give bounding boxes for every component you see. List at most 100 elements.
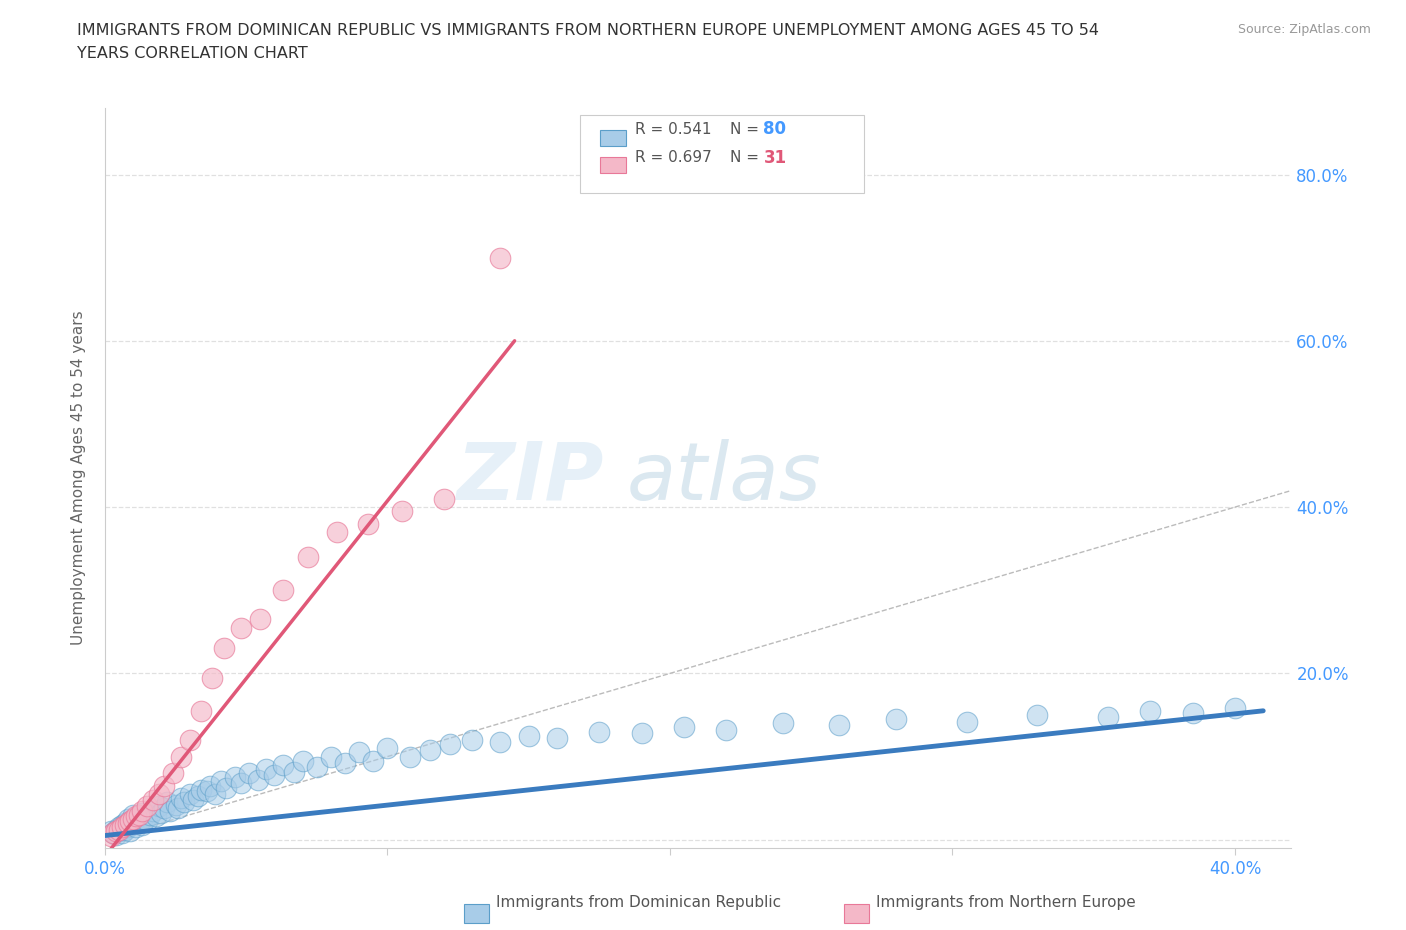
Point — [117, 816, 139, 830]
Point — [156, 795, 179, 810]
Point — [122, 814, 145, 829]
Point — [187, 789, 209, 804]
Point — [333, 756, 356, 771]
Point — [439, 737, 461, 751]
Point — [100, 824, 122, 839]
Point — [673, 720, 696, 735]
Point — [105, 822, 128, 837]
Point — [111, 826, 134, 841]
Point — [204, 787, 226, 802]
Point — [588, 724, 610, 739]
Point — [125, 819, 148, 834]
Text: atlas: atlas — [627, 439, 821, 517]
Point — [108, 819, 131, 834]
Point — [148, 799, 170, 814]
Point — [190, 703, 212, 718]
Text: YEARS CORRELATION CHART: YEARS CORRELATION CHART — [77, 46, 308, 61]
FancyBboxPatch shape — [600, 130, 626, 147]
Point — [139, 807, 162, 822]
Point — [128, 816, 150, 830]
Point — [1026, 708, 1049, 723]
Point — [136, 799, 159, 814]
Point — [209, 774, 232, 789]
Point — [142, 792, 165, 807]
Text: N =: N = — [730, 122, 759, 137]
Point — [131, 804, 153, 818]
Point — [195, 784, 218, 799]
Text: R = 0.541: R = 0.541 — [636, 122, 711, 137]
Point — [305, 759, 328, 774]
Point — [173, 795, 195, 810]
Point — [153, 801, 176, 816]
Point — [630, 725, 652, 740]
Point — [489, 734, 512, 749]
Point — [828, 718, 851, 733]
Text: ZIP: ZIP — [456, 439, 603, 517]
Point — [297, 550, 319, 565]
Point — [201, 671, 224, 685]
Point — [399, 749, 422, 764]
Point — [122, 807, 145, 822]
Point — [117, 819, 139, 834]
Point — [103, 826, 125, 841]
Point — [105, 828, 128, 843]
Point — [772, 716, 794, 731]
Point — [249, 612, 271, 627]
Point — [489, 250, 512, 265]
Point — [357, 516, 380, 531]
Point — [148, 787, 170, 802]
Point — [159, 804, 181, 818]
Point — [283, 764, 305, 779]
Point — [108, 824, 131, 839]
FancyBboxPatch shape — [600, 157, 626, 173]
Text: Source: ZipAtlas.com: Source: ZipAtlas.com — [1237, 23, 1371, 36]
FancyBboxPatch shape — [579, 115, 865, 193]
Point — [325, 525, 347, 539]
Point — [319, 749, 342, 764]
Point — [170, 749, 193, 764]
Point — [150, 805, 173, 820]
Point — [125, 809, 148, 824]
Point — [884, 711, 907, 726]
Point — [433, 491, 456, 506]
Point — [179, 733, 201, 748]
Point — [271, 757, 294, 772]
Point — [391, 504, 413, 519]
Point — [349, 745, 371, 760]
Point — [1223, 701, 1246, 716]
Point — [165, 797, 187, 812]
Text: 31: 31 — [763, 149, 786, 166]
Point — [254, 762, 277, 777]
Point — [238, 765, 260, 780]
Point — [716, 723, 738, 737]
Point — [122, 812, 145, 827]
Point — [145, 809, 167, 824]
Point — [136, 814, 159, 829]
Point — [363, 753, 385, 768]
Point — [224, 770, 246, 785]
Point — [111, 817, 134, 832]
Point — [215, 780, 238, 795]
Text: 80: 80 — [763, 121, 786, 139]
Point — [153, 778, 176, 793]
Point — [1139, 703, 1161, 718]
Point — [229, 620, 252, 635]
Point — [142, 804, 165, 818]
Point — [120, 814, 142, 829]
Point — [100, 828, 122, 843]
Point — [229, 776, 252, 790]
Point — [108, 822, 131, 837]
Point — [263, 767, 285, 782]
Point — [128, 809, 150, 824]
Point — [170, 790, 193, 805]
Point — [546, 731, 568, 746]
Point — [1097, 710, 1119, 724]
Point — [419, 742, 441, 757]
Point — [117, 812, 139, 827]
Point — [212, 641, 235, 656]
Point — [120, 824, 142, 839]
Point — [190, 782, 212, 797]
Text: N =: N = — [730, 150, 759, 166]
Point — [271, 583, 294, 598]
Point — [198, 778, 221, 793]
